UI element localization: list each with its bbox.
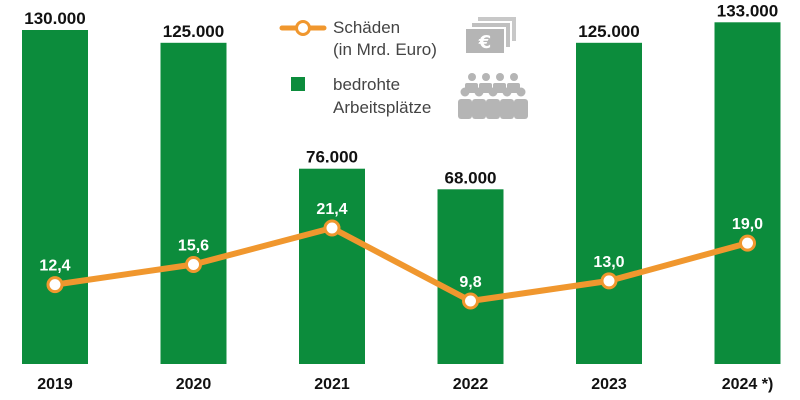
line-value-label-2: 21,4 [316,201,347,218]
bar-1 [160,42,227,365]
damage-line [52,225,751,304]
legend-bar-swatch [291,77,305,91]
line-point-1 [185,256,202,273]
bar-value-label-5: 133.000 [717,1,778,20]
bar-2 [299,168,365,364]
x-tick-label-0: 2019 [37,376,73,393]
svg-text:€: € [478,32,492,53]
bar-3 [437,189,504,364]
bar-value-label-4: 125.000 [578,22,639,41]
bars-layer [22,22,781,365]
labels-layer: 130.000 2019 125.000 2020 76.000 2021 68.000 20… [24,1,778,393]
line-point-4 [600,272,618,290]
line-point-2 [323,219,341,237]
legend-line-label-2: (in Mrd. Euro) [333,40,437,59]
people-group-icon [458,73,528,119]
legend-bar-label-1: bedrohte [333,75,400,94]
bar-value-label-1: 125.000 [163,22,224,41]
x-tick-label-4: 2023 [591,376,627,393]
legend-bar-label-2: Arbeitsplätze [333,98,431,117]
legend-line-label-1: Schäden [333,18,400,37]
line-value-label-3: 9,8 [459,274,481,291]
line-point-3 [462,292,479,310]
legend-line-marker [295,20,311,36]
line-point-5 [739,234,756,252]
bar-5 [714,22,781,365]
bar-value-label-0: 130.000 [24,9,85,28]
line-value-label-0: 12,4 [39,258,70,275]
x-tick-label-2: 2021 [314,376,350,393]
x-tick-label-5: 2024 *) [722,376,774,393]
line-value-label-5: 19,0 [732,216,763,233]
bar-value-label-2: 76.000 [306,148,358,167]
bar-4 [576,42,642,365]
line-point-0 [46,276,64,294]
x-tick-label-1: 2020 [176,376,212,393]
legend: Schäden (in Mrd. Euro) € bedrohte Arbeit… [279,15,528,119]
money-bills-icon: € [464,15,518,55]
line-layer: 12,4 15,6 21,4 9,8 13,0 19,0 [39,201,763,310]
line-value-label-4: 13,0 [593,254,624,271]
line-value-label-1: 15,6 [178,238,209,255]
bar-value-label-3: 68.000 [445,168,497,187]
bar-0 [22,30,88,364]
x-tick-label-3: 2022 [453,376,489,393]
